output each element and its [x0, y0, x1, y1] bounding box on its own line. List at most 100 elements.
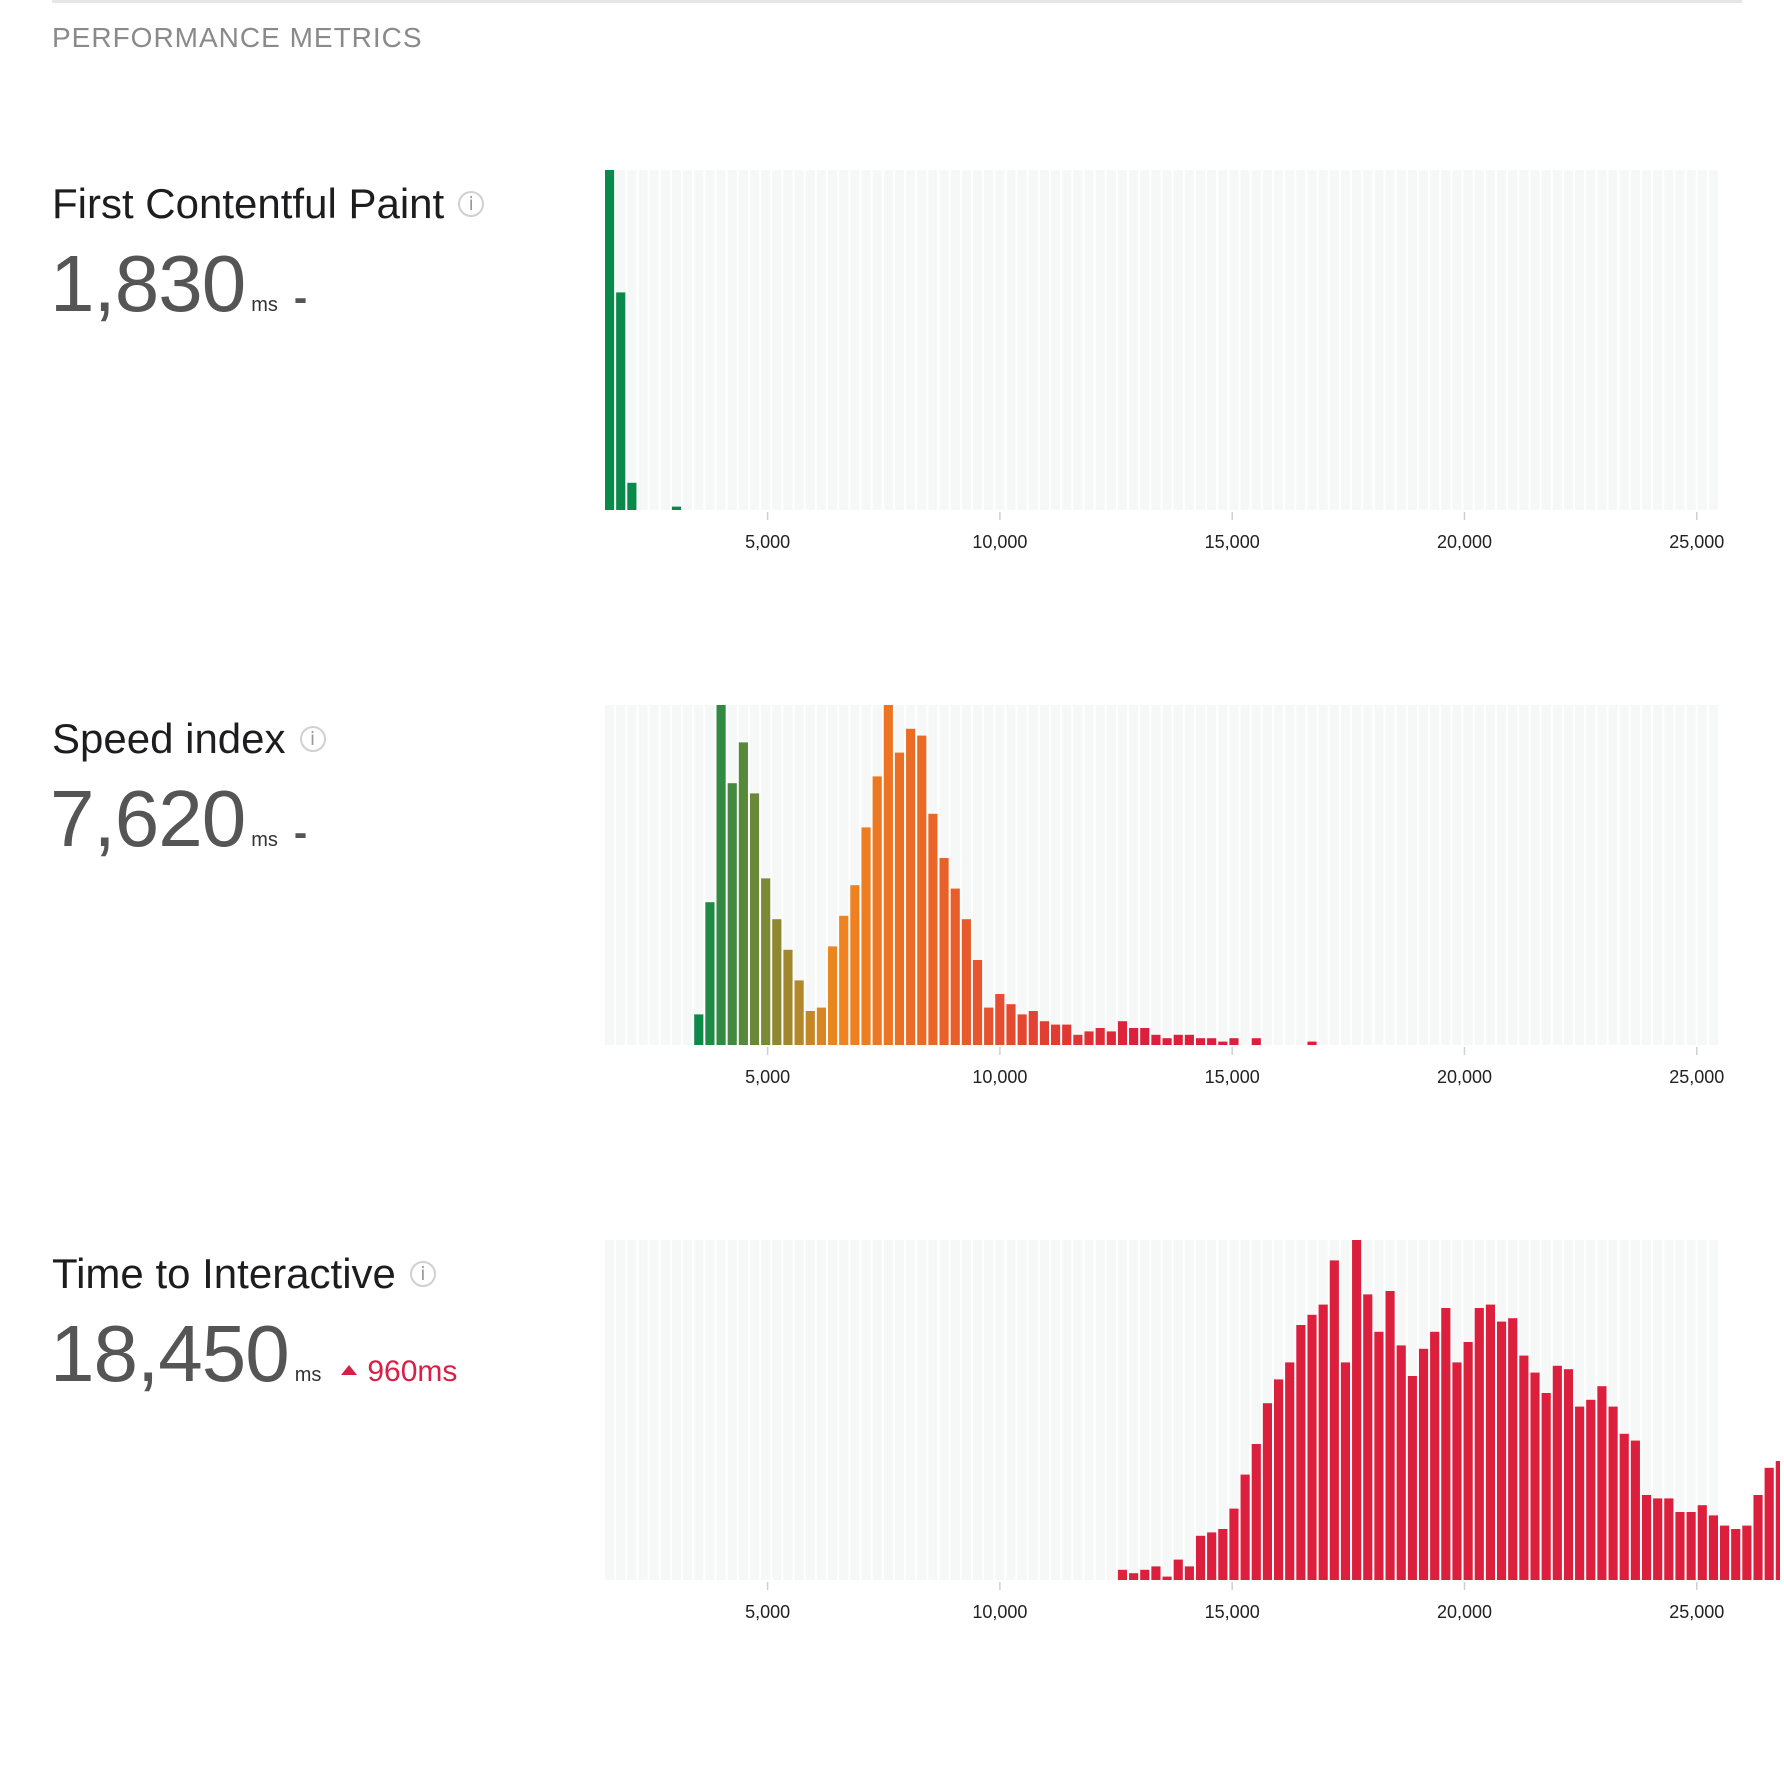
background-band	[1363, 705, 1373, 1045]
background-band	[794, 170, 804, 510]
background-band	[1051, 170, 1061, 510]
histogram-bar	[1129, 1573, 1139, 1580]
background-band	[1352, 705, 1362, 1045]
background-band	[1508, 170, 1518, 510]
background-band	[1664, 1240, 1674, 1580]
background-band	[683, 170, 693, 510]
background-band	[683, 1240, 693, 1580]
histogram-bar	[928, 813, 938, 1045]
x-tick-label: 15,000	[1205, 1602, 1260, 1622]
metric-first-contentful-paint: First Contentful Paint i 1,830 ms - 5,00…	[0, 160, 1784, 580]
background-band	[1184, 170, 1194, 510]
metric-unit: ms	[251, 829, 278, 851]
background-band	[1686, 1240, 1696, 1580]
background-band	[761, 170, 771, 510]
background-band	[671, 170, 682, 510]
histogram-bar	[1764, 1467, 1774, 1580]
histogram-bar	[1630, 1440, 1640, 1580]
histogram-svg: 5,000 10,000 15,000 20,000 25,000	[605, 1240, 1780, 1622]
x-tick-label: 20,000	[1437, 1602, 1492, 1622]
background-band	[1485, 705, 1495, 1045]
background-band	[1117, 170, 1128, 510]
metric-unit: ms	[294, 1364, 322, 1386]
background-band	[1697, 1240, 1707, 1580]
histogram-bar	[1173, 1559, 1183, 1580]
background-band	[828, 1240, 838, 1580]
histogram-bar	[1173, 1034, 1183, 1045]
histogram-bar	[1697, 1505, 1707, 1580]
histogram-bar	[805, 1011, 815, 1045]
x-tick-label: 15,000	[1205, 532, 1260, 552]
histogram-bar	[705, 902, 715, 1045]
background-band	[1195, 170, 1206, 510]
info-icon[interactable]: i	[458, 191, 485, 217]
background-band	[861, 1240, 871, 1580]
histogram-bar	[1140, 1569, 1150, 1580]
histogram-bar	[1084, 1031, 1094, 1045]
background-band	[1274, 170, 1284, 510]
background-band	[883, 1240, 893, 1580]
histogram-bar	[1117, 1021, 1128, 1045]
background-band	[1251, 170, 1261, 510]
background-band	[671, 705, 682, 1045]
histogram-bar	[1162, 1576, 1172, 1580]
background-band	[1396, 170, 1406, 510]
top-divider	[52, 0, 1742, 3]
background-band	[1140, 170, 1150, 510]
info-icon[interactable]: i	[299, 726, 326, 752]
background-band	[1262, 705, 1272, 1045]
background-band	[1563, 170, 1574, 510]
histogram-bar	[1307, 1041, 1317, 1045]
background-band	[1396, 705, 1406, 1045]
histogram-chart: 5,000 10,000 15,000 20,000 25,000	[560, 160, 1780, 580]
background-band	[1485, 170, 1495, 510]
background-band	[961, 705, 971, 1045]
background-band	[1385, 170, 1395, 510]
background-band	[805, 1240, 815, 1580]
x-tick-label: 10,000	[972, 1067, 1027, 1087]
histogram-bar	[1207, 1532, 1217, 1580]
background-band	[627, 170, 637, 510]
histogram-bar	[727, 783, 737, 1045]
background-band	[894, 1240, 905, 1580]
background-band	[1630, 705, 1640, 1045]
background-band	[1195, 1240, 1206, 1580]
histogram-bar	[1552, 1365, 1562, 1580]
background-band	[1519, 705, 1529, 1045]
background-band	[1530, 705, 1540, 1045]
histogram-bar	[1519, 1355, 1529, 1580]
background-band	[794, 705, 804, 1045]
background-band	[995, 170, 1005, 510]
background-band	[1285, 170, 1295, 510]
background-band	[605, 1240, 615, 1580]
info-icon[interactable]: i	[409, 1261, 436, 1287]
background-band	[928, 1240, 938, 1580]
histogram-bar	[671, 506, 682, 510]
background-band	[772, 170, 782, 510]
histogram-bar	[772, 919, 782, 1045]
background-band	[816, 170, 826, 510]
histogram-bar	[1340, 1362, 1351, 1580]
histogram-bar	[1653, 1498, 1663, 1580]
background-band	[1285, 705, 1295, 1045]
metric-delta: -	[293, 276, 308, 320]
background-band	[1151, 705, 1161, 1045]
background-band	[1463, 170, 1473, 510]
section-title: PERFORMANCE METRICS	[52, 22, 423, 53]
background-band	[1641, 1240, 1652, 1580]
background-band	[1586, 705, 1596, 1045]
background-band	[783, 170, 793, 510]
histogram-bar	[1207, 1038, 1217, 1045]
histogram-bar	[1062, 1024, 1072, 1045]
histogram-bar	[1675, 1512, 1685, 1580]
background-band	[1006, 705, 1016, 1045]
background-band	[1073, 1240, 1083, 1580]
histogram-bar	[1686, 1512, 1696, 1580]
background-band	[972, 170, 983, 510]
metric-delta-text: 960ms	[367, 1355, 458, 1388]
background-band	[1541, 705, 1551, 1045]
background-band	[1129, 705, 1139, 1045]
background-band	[1586, 170, 1596, 510]
background-band	[1340, 170, 1351, 510]
histogram-bar	[1195, 1535, 1206, 1580]
